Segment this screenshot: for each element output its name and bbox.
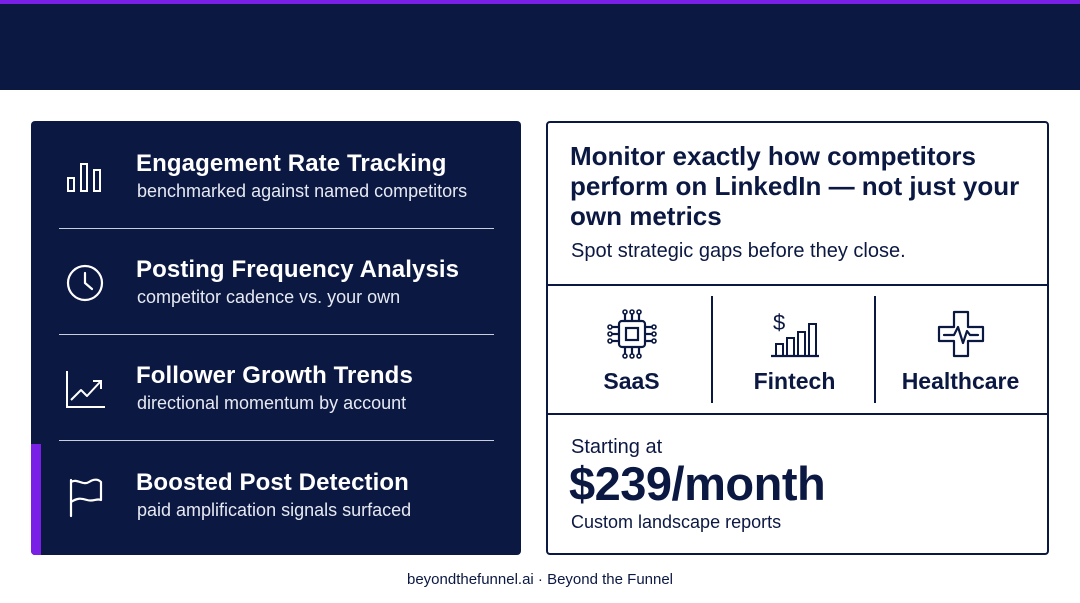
- industry-label: Fintech: [753, 368, 836, 394]
- industry-fintech: $ Fintech: [713, 286, 876, 413]
- feature-list-panel: Engagement Rate Tracking benchmarked aga…: [31, 121, 521, 555]
- header-banner: [0, 4, 1080, 90]
- feature-title: Follower Growth Trends: [136, 362, 413, 389]
- trend-up-icon: [66, 371, 105, 408]
- footer-attribution: beyondthefunnel.ai · Beyond the Funnel: [406, 571, 674, 588]
- industry-label: SaaS: [603, 368, 660, 394]
- clock-icon: [66, 264, 104, 302]
- feature-title: Posting Frequency Analysis: [136, 256, 460, 283]
- feature-title: Boosted Post Detection: [136, 469, 409, 496]
- card-divider: [548, 284, 1047, 286]
- card-headline: Monitor exactly how competitors perform …: [570, 141, 1020, 231]
- industry-label: Healthcare: [901, 368, 1020, 394]
- medical-cross-icon: [937, 310, 984, 358]
- industry-saas: SaaS: [550, 286, 713, 413]
- feature-subtitle: competitor cadence vs. your own: [137, 287, 401, 307]
- feature-subtitle: directional momentum by account: [137, 393, 407, 413]
- flag-icon: [69, 478, 103, 518]
- price-lead-text: Starting at: [571, 436, 663, 458]
- price-value: $239/month: [569, 457, 826, 510]
- feature-subtitle: benchmarked against named competitors: [137, 181, 468, 201]
- feature-posting-frequency: Posting Frequency Analysis competitor ca…: [59, 229, 494, 335]
- active-feature-marker: [31, 444, 41, 555]
- card-divider: [548, 413, 1047, 415]
- feature-follower-growth: Follower Growth Trends directional momen…: [59, 335, 494, 441]
- feature-boosted-post: Boosted Post Detection paid amplificatio…: [59, 442, 494, 548]
- price-note: Custom landscape reports: [571, 512, 782, 532]
- pricing-info-card: Monitor exactly how competitors perform …: [546, 121, 1049, 555]
- industry-separator: [874, 296, 876, 403]
- feature-subtitle: paid amplification signals surfaced: [137, 500, 412, 520]
- bar-chart-icon: [67, 163, 101, 192]
- cpu-chip-icon: [606, 309, 657, 359]
- industry-healthcare: Healthcare: [876, 286, 1045, 413]
- feature-divider: [59, 334, 494, 335]
- card-tagline: Spot strategic gaps before they close.: [571, 240, 906, 262]
- industry-separator: [711, 296, 713, 403]
- feature-engagement-rate: Engagement Rate Tracking benchmarked aga…: [59, 123, 494, 229]
- feature-divider: [59, 228, 494, 229]
- feature-divider: [59, 440, 494, 441]
- dollar-bars-icon: $: [770, 310, 819, 358]
- feature-title: Engagement Rate Tracking: [136, 150, 447, 177]
- top-accent-bar: [0, 0, 1080, 4]
- svg-text:$: $: [773, 310, 785, 335]
